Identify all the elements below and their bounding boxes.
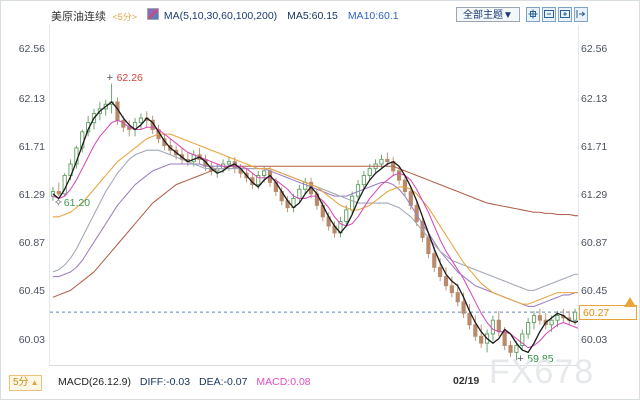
ma-definition-label: MA(5,10,30,60,100,200)	[163, 10, 278, 22]
macd-value-label: MACD:0.08	[256, 376, 311, 388]
y-axis-tick-right: 62.56	[581, 43, 608, 56]
y-axis-tick-right: 61.29	[581, 189, 608, 201]
y-axis-tick-left: 60.45	[18, 285, 45, 298]
ma10-value-label: MA10:60.1	[347, 10, 399, 22]
x-axis-date-label: 02/19	[453, 375, 480, 387]
period-low-marker-icon: +	[517, 353, 524, 366]
y-axis-tick-left: 61.29	[18, 189, 45, 201]
macd-name-label: MACD(26.12.9)	[58, 376, 131, 388]
zoom-out-button[interactable]	[542, 7, 556, 22]
zoom-in-button[interactable]	[558, 7, 572, 22]
last-price-marker-icon	[624, 297, 636, 308]
last-price-tag: 60.27	[579, 305, 637, 321]
swing-low-marker-icon: ✧	[53, 197, 64, 210]
crosshair-tool-button[interactable]	[526, 7, 540, 22]
macd-legend: MACD(26.12.9) DIFF:-0.03 DEA:-0.07 MACD:…	[58, 376, 311, 388]
y-axis-tick-right: 60.03	[581, 333, 608, 346]
triangle-up-icon: ▲	[30, 378, 39, 387]
price-plot-area[interactable]	[49, 25, 579, 365]
y-axis-tick-right: 60.45	[581, 285, 608, 298]
swing-low-annotation: 61.20	[63, 197, 91, 210]
macd-diff-label: DIFF:-0.03	[139, 376, 191, 388]
period-selector-label: 5分	[13, 377, 29, 388]
ma5-value-label: MA5:60.15	[287, 10, 338, 22]
period-high-marker-icon: +	[106, 71, 114, 84]
scroll-right-button[interactable]	[574, 7, 588, 22]
y-axis-tick-left: 62.13	[18, 92, 45, 105]
y-axis-tick-right: 62.13	[581, 92, 608, 105]
ma-series-icon	[147, 8, 159, 20]
watermark: FX678	[489, 353, 595, 391]
symbol-title: 美原油连续 <5分>	[51, 7, 137, 25]
y-axis-tick-left: 60.03	[18, 333, 45, 346]
y-axis-tick-left: 62.56	[18, 43, 45, 56]
period-high-annotation: 62.26	[116, 71, 143, 84]
symbol-name: 美原油连续	[51, 11, 106, 23]
theme-select-dropdown[interactable]: 全部主题▼	[456, 7, 520, 22]
chart-toolbar: 美原油连续 <5分> MA(5,10,30,60,100,200) MA5:60…	[1, 1, 639, 25]
macd-dea-label: DEA:-0.07	[198, 376, 248, 388]
ma-legend: MA(5,10,30,60,100,200) MA5:60.15 MA10:60…	[147, 8, 399, 22]
y-axis-tick-right: 60.87	[581, 237, 608, 250]
y-axis-tick-right: 61.71	[581, 140, 608, 153]
y-axis-tick-left: 61.71	[18, 140, 45, 153]
price-plot-svg	[50, 83, 578, 361]
x-axis-line	[49, 365, 577, 366]
y-axis-tick-left: 60.87	[18, 237, 45, 250]
symbol-period-badge: <5分>	[112, 12, 137, 22]
period-low-annotation: 59.85	[527, 353, 554, 366]
period-selector-chip[interactable]: 5分 ▲	[9, 375, 43, 391]
